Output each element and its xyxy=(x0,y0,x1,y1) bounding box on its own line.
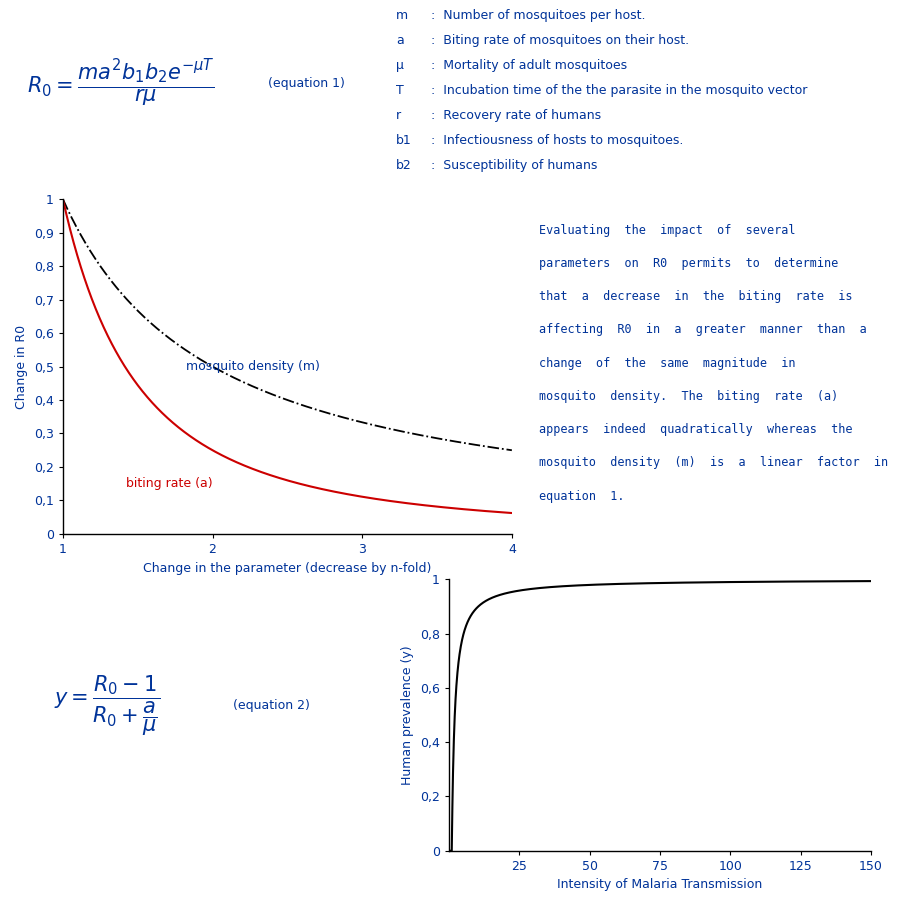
Text: (equation 1): (equation 1) xyxy=(268,77,345,90)
Text: (equation 2): (equation 2) xyxy=(233,700,311,712)
Text: change  of  the  same  magnitude  in: change of the same magnitude in xyxy=(539,357,796,369)
Text: r: r xyxy=(396,109,401,122)
Text: appears  indeed  quadratically  whereas  the: appears indeed quadratically whereas the xyxy=(539,424,852,436)
Text: $R_0 = \dfrac{ma^2b_1b_2e^{-\mu T}}{r\mu}$: $R_0 = \dfrac{ma^2b_1b_2e^{-\mu T}}{r\mu… xyxy=(27,58,215,109)
Text: that  a  decrease  in  the  biting  rate  is: that a decrease in the biting rate is xyxy=(539,291,852,303)
Text: $y = \dfrac{R_0 - 1}{R_0 + \dfrac{a}{\mu}}$: $y = \dfrac{R_0 - 1}{R_0 + \dfrac{a}{\mu… xyxy=(54,673,160,738)
Text: mosquito  density.  The  biting  rate  (a): mosquito density. The biting rate (a) xyxy=(539,390,838,403)
Text: affecting  R0  in  a  greater  manner  than  a: affecting R0 in a greater manner than a xyxy=(539,323,867,337)
Text: b1: b1 xyxy=(396,134,412,147)
Y-axis label: Change in R0: Change in R0 xyxy=(15,325,28,408)
Text: :  Mortality of adult mosquitoes: : Mortality of adult mosquitoes xyxy=(431,59,628,72)
Text: μ: μ xyxy=(396,59,404,72)
Text: T: T xyxy=(396,84,404,97)
Text: b2: b2 xyxy=(396,159,412,172)
Text: parameters  on  R0  permits  to  determine: parameters on R0 permits to determine xyxy=(539,257,838,270)
Text: mosquito density (m): mosquito density (m) xyxy=(186,360,320,373)
Text: biting rate (a): biting rate (a) xyxy=(126,477,212,491)
Text: a: a xyxy=(396,34,404,47)
Text: :  Recovery rate of humans: : Recovery rate of humans xyxy=(431,109,602,122)
Text: Evaluating  the  impact  of  several: Evaluating the impact of several xyxy=(539,224,796,236)
Text: equation  1.: equation 1. xyxy=(539,490,624,502)
Text: mosquito  density  (m)  is  a  linear  factor  in: mosquito density (m) is a linear factor … xyxy=(539,456,888,470)
Y-axis label: Human prevalence (y): Human prevalence (y) xyxy=(401,645,414,785)
Text: :  Biting rate of mosquitoes on their host.: : Biting rate of mosquitoes on their hos… xyxy=(431,34,690,47)
X-axis label: Change in the parameter (decrease by n-fold): Change in the parameter (decrease by n-f… xyxy=(143,561,432,575)
Text: :  Infectiousness of hosts to mosquitoes.: : Infectiousness of hosts to mosquitoes. xyxy=(431,134,683,147)
X-axis label: Intensity of Malaria Transmission: Intensity of Malaria Transmission xyxy=(558,878,762,891)
Text: m: m xyxy=(396,9,409,22)
Text: :  Number of mosquitoes per host.: : Number of mosquitoes per host. xyxy=(431,9,646,22)
Text: :  Susceptibility of humans: : Susceptibility of humans xyxy=(431,159,598,172)
Text: :  Incubation time of the the parasite in the mosquito vector: : Incubation time of the the parasite in… xyxy=(431,84,808,97)
